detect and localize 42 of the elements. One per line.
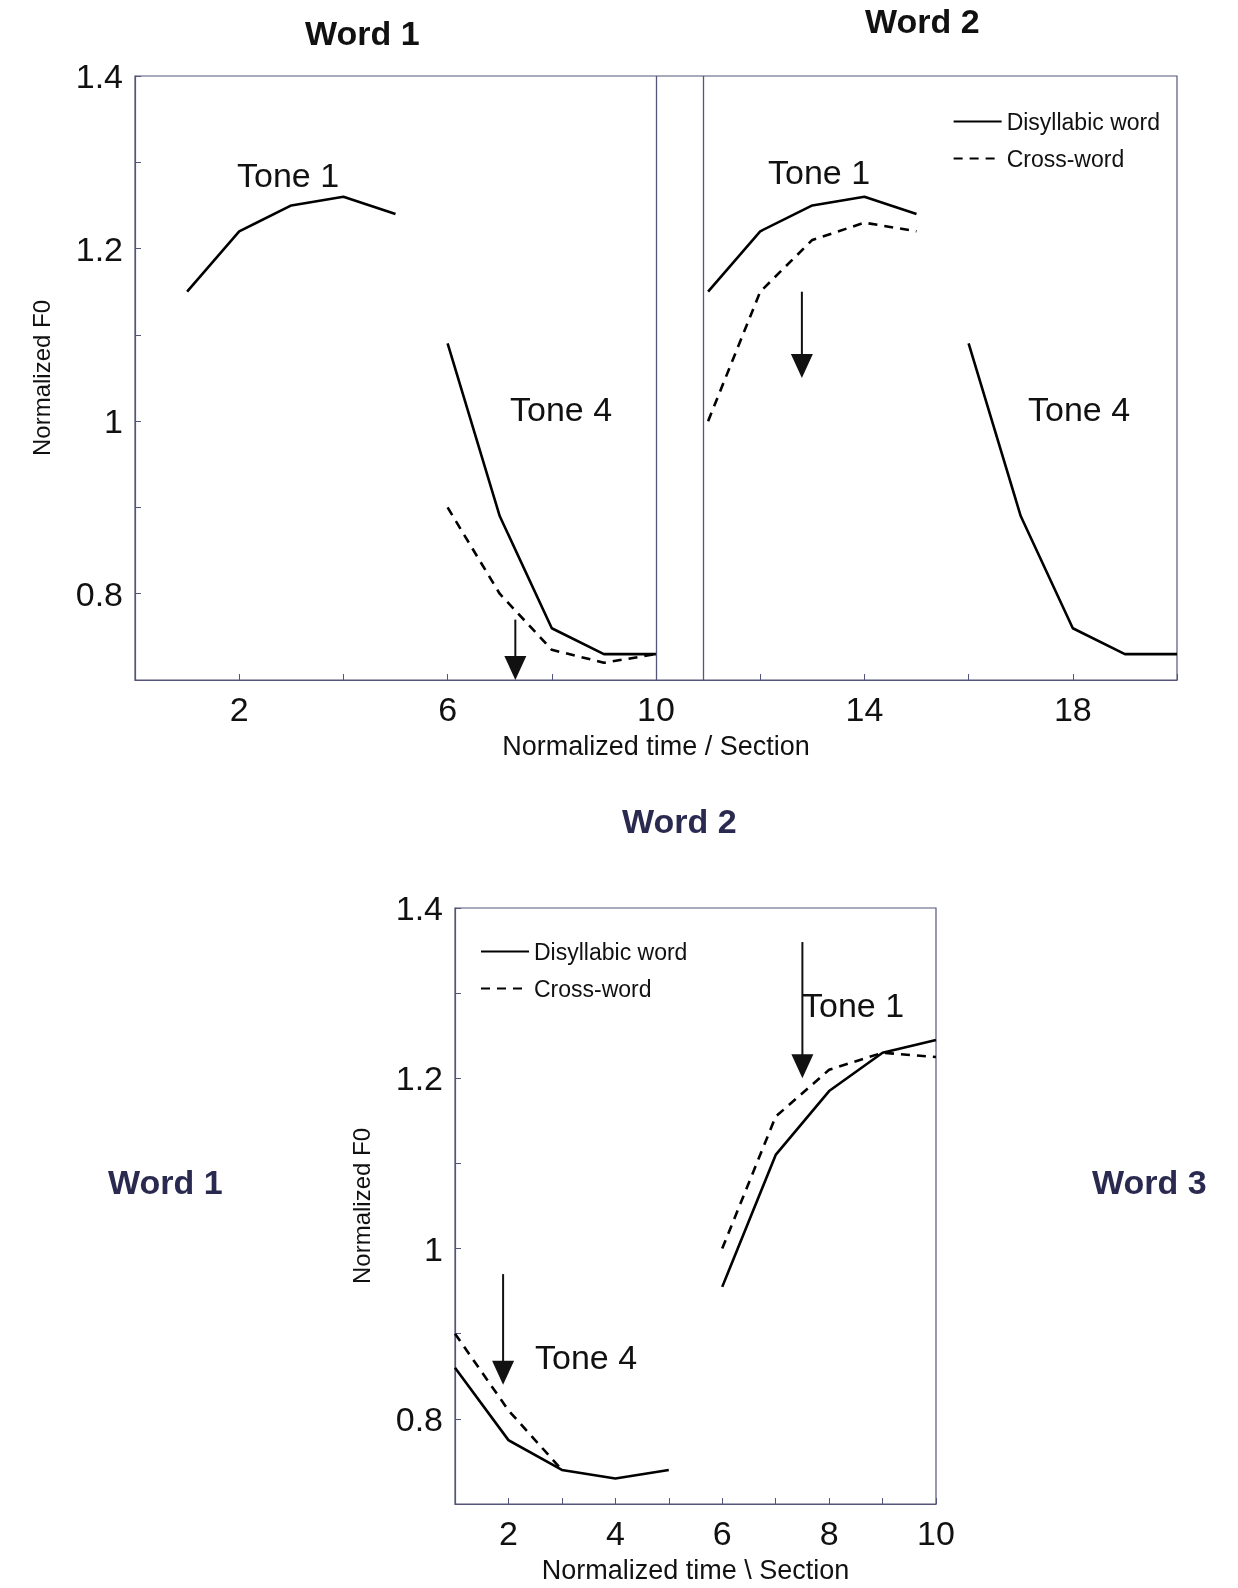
x-tick-label: 8 (819, 1514, 839, 1552)
annotation: Tone 4 (535, 1338, 638, 1376)
annotation: Tone 4 (1028, 390, 1131, 428)
text: Word 1 (305, 14, 420, 52)
y-tick-label: 1 (424, 1229, 443, 1268)
x-tick-label: 14 (845, 690, 884, 728)
y-tick-label: 1.4 (395, 889, 443, 927)
y-tick-label: 0.8 (75, 574, 123, 613)
x-axis-title: Normalized time / Section (502, 730, 810, 761)
y-tick-label: 1.2 (395, 1059, 443, 1098)
legend-label: Disyllabic word (1006, 108, 1160, 135)
line-series (706, 195, 918, 294)
x-tick-label: 10 (917, 1514, 955, 1552)
annotation: Tone 4 (510, 390, 613, 428)
x-tick-label: 18 (1053, 690, 1092, 728)
x-tick-label: 4 (605, 1514, 625, 1552)
text: Word 3 (1092, 1163, 1207, 1201)
x-tick-label: 6 (438, 690, 458, 728)
line-series (967, 342, 1179, 656)
annotation: Tone 1 (802, 986, 905, 1024)
annotation: Tone 1 (237, 156, 340, 194)
text: Word 2 (622, 802, 737, 840)
x-tick-label: 2 (498, 1514, 518, 1552)
x-tick-label: 10 (637, 690, 675, 728)
legend-label: Disyllabic word (534, 938, 688, 965)
x-tick-label: 6 (712, 1514, 732, 1552)
text: Word 2 (865, 2, 980, 40)
y-tick-label: 1.2 (75, 229, 123, 268)
line-series (720, 1038, 938, 1289)
y-tick-label: 0.8 (395, 1399, 443, 1438)
line-series (706, 221, 918, 423)
x-tick-label: 2 (229, 690, 249, 728)
y-axis-title: Normalized F0 (27, 299, 55, 457)
legend-label: Cross-word (534, 975, 652, 1002)
y-tick-label: 1 (104, 402, 123, 441)
legend-label: Cross-word (1006, 145, 1125, 172)
line-series (185, 195, 397, 294)
y-tick-label: 1.4 (75, 57, 123, 95)
y-axis-title: Normalized F0 (347, 1127, 375, 1285)
annotation: Tone 1 (768, 153, 871, 191)
x-axis-title: Normalized time \ Section (541, 1554, 850, 1585)
text: Word 1 (108, 1163, 223, 1201)
